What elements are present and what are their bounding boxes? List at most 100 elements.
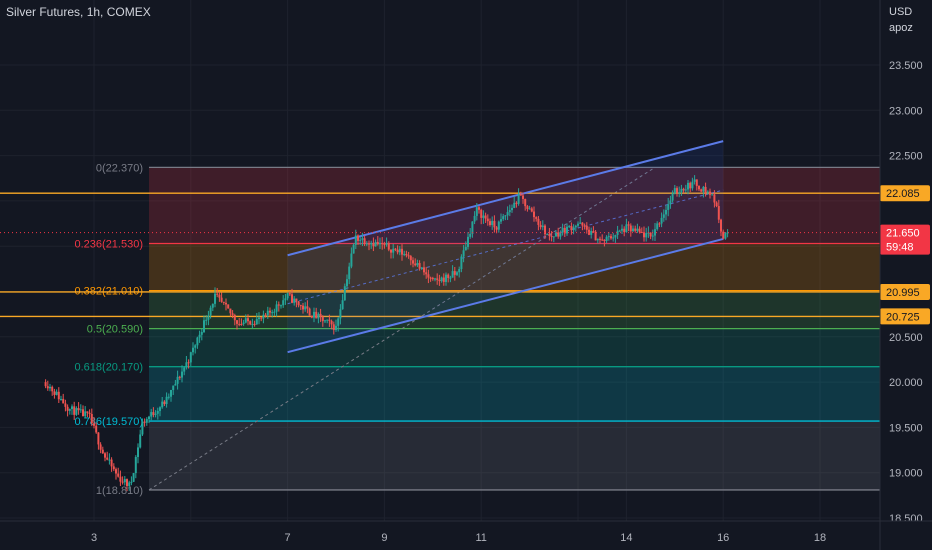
- candle-body: [691, 181, 694, 189]
- time-tick-label: 18: [814, 532, 826, 544]
- candle-body: [123, 479, 126, 483]
- candle-body: [460, 256, 463, 269]
- candle-body: [101, 449, 104, 454]
- candle-body: [172, 385, 175, 391]
- candle-body: [97, 432, 100, 445]
- time-tick-label: 9: [381, 532, 387, 544]
- candle-body: [726, 232, 729, 234]
- candle-body: [319, 313, 322, 317]
- channel-upper-line: [287, 140, 724, 257]
- fib-retracement: 0(22.370)0.236(21.530)0.382(21.010)0.5(2…: [0, 162, 880, 497]
- candle-body: [132, 473, 135, 482]
- candle-body: [88, 412, 91, 415]
- candle-body: [137, 447, 139, 457]
- candle-body: [425, 272, 428, 275]
- candle-body: [71, 406, 73, 410]
- candle-body: [165, 396, 168, 405]
- candle-body: [467, 236, 469, 247]
- candle-body: [577, 223, 579, 226]
- candle-body: [588, 229, 590, 235]
- candle-body: [541, 225, 544, 228]
- candle-body: [53, 391, 56, 395]
- candle-body: [570, 226, 573, 231]
- candle-body: [352, 244, 355, 254]
- candle-body: [62, 398, 65, 404]
- candle-body: [519, 194, 522, 196]
- candle-body: [616, 230, 619, 235]
- candle-body: [462, 250, 465, 257]
- price-scale-mode[interactable]: apoz: [889, 22, 913, 34]
- candle-body: [46, 386, 49, 389]
- candle-body: [205, 319, 208, 321]
- candle-body: [293, 298, 296, 303]
- candle-body: [700, 189, 703, 192]
- candle-body: [414, 263, 417, 266]
- price-badge: [880, 308, 930, 325]
- candle-body: [464, 246, 467, 251]
- fib-trend-line: [148, 166, 656, 491]
- candle-body: [453, 271, 456, 275]
- candle-body: [394, 248, 397, 250]
- candle-body: [658, 223, 661, 225]
- candle-body: [568, 226, 571, 228]
- candle-body: [253, 323, 256, 325]
- time-tick-label: 11: [475, 532, 486, 544]
- fib-zone: [149, 328, 880, 367]
- price-badge: [880, 283, 930, 300]
- candle-body: [264, 314, 267, 316]
- candle-body: [493, 220, 496, 228]
- candle-body: [337, 318, 340, 326]
- candle-body: [266, 310, 269, 316]
- candle-body: [596, 238, 599, 241]
- candle-body: [60, 398, 62, 400]
- price-badge-label: 20.725: [886, 311, 920, 323]
- candle-body: [258, 317, 260, 320]
- candle-body: [390, 249, 392, 253]
- price-badge-label: 22.085: [886, 188, 920, 200]
- time-scale-bg: [0, 521, 932, 550]
- price-tick-label: 20.500: [889, 332, 923, 344]
- candle-body: [704, 186, 707, 193]
- candle-body: [711, 194, 714, 196]
- candle-body: [262, 314, 265, 319]
- candle-body: [381, 243, 384, 245]
- candle-body: [676, 188, 678, 193]
- candle-body: [66, 406, 69, 411]
- candle-body: [680, 188, 683, 193]
- candle-body: [313, 311, 315, 318]
- candle-body: [654, 229, 656, 236]
- price-scale-currency[interactable]: USD: [889, 6, 913, 18]
- candle-body: [379, 243, 381, 245]
- candle-body: [376, 241, 379, 245]
- candle-body: [445, 274, 447, 282]
- candle-body: [500, 219, 502, 222]
- candle-body: [594, 231, 597, 241]
- candle-body: [471, 221, 474, 234]
- candle-body: [93, 423, 95, 426]
- candle-body: [713, 194, 716, 203]
- candle-body: [585, 225, 588, 230]
- candle-body: [222, 301, 225, 303]
- candle-body: [176, 376, 179, 384]
- candle-body: [104, 453, 106, 458]
- candle-body: [669, 200, 672, 205]
- candle-body: [152, 412, 155, 415]
- candle-body: [643, 232, 645, 238]
- price-tick-label: 20.000: [889, 377, 923, 389]
- candle-body: [216, 293, 219, 295]
- candle-body: [629, 225, 632, 232]
- candle-body: [82, 409, 84, 417]
- candle-body: [563, 227, 566, 234]
- candle-body: [308, 308, 311, 316]
- symbol-title[interactable]: Silver Futures, 1h, COMEX: [6, 5, 151, 19]
- candle-body: [603, 239, 606, 242]
- candle-body: [84, 411, 87, 417]
- channel-lower-line: [287, 237, 724, 354]
- candle-body: [282, 300, 285, 306]
- candle-body: [339, 309, 342, 319]
- fib-level-label: 0.236(21.530): [75, 238, 144, 250]
- candle-body: [365, 243, 368, 245]
- candle-body: [299, 305, 302, 307]
